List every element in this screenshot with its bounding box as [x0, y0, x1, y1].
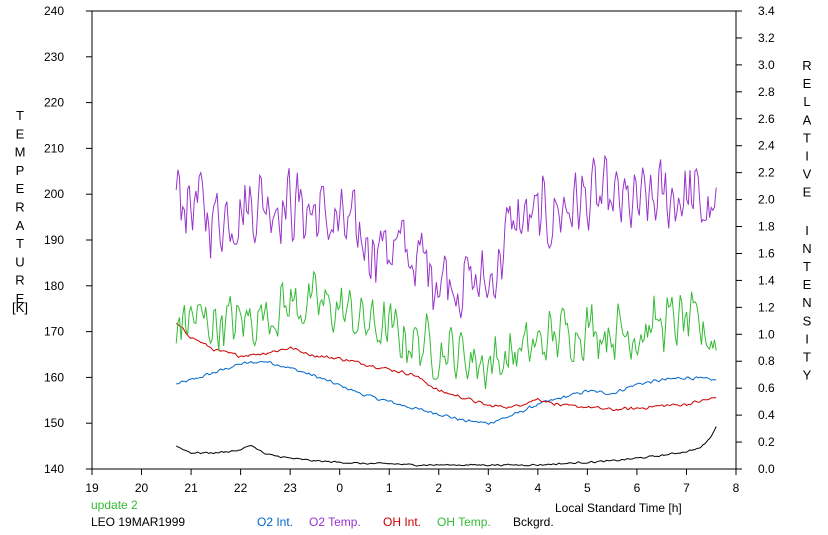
axis-label-letter: R	[15, 273, 24, 288]
left-tick-label: 200	[44, 187, 64, 201]
x-tick-label: 23	[283, 481, 297, 495]
x-tick-label: 4	[535, 481, 542, 495]
right-tick-label: 2.0	[758, 193, 775, 207]
x-tick-label: 8	[733, 481, 740, 495]
right-tick-label: 1.2	[758, 300, 775, 314]
axis-label-letter: S	[803, 313, 812, 328]
right-tick-label: 0.4	[758, 408, 775, 422]
x-tick-label: 5	[584, 481, 591, 495]
legend: O2 Int. O2 Temp. OH Int. OH Temp. Bckgrd.	[257, 515, 554, 529]
right-tick-label: 0.2	[758, 435, 775, 449]
x-tick-label: 7	[683, 481, 690, 495]
x-tick-label: 1	[386, 481, 393, 495]
left-tick-label: 140	[44, 462, 64, 476]
axis-label-letter: L	[803, 94, 810, 109]
left-tick-label: 220	[44, 96, 64, 110]
right-axis-ticks: 0.0 0.2 0.4 0.6 0.8 1.0 1.2 1.4 1.6 1.8 2.0 2.2 2.4 2…	[736, 4, 775, 476]
right-tick-label: 2.2	[758, 166, 775, 180]
x-tick-label: 20	[135, 481, 149, 495]
right-tick-label: 1.8	[758, 220, 775, 234]
axis-label-letter: A	[803, 112, 812, 127]
left-tick-label: 150	[44, 416, 64, 430]
axis-label-letter: E	[803, 185, 812, 200]
axis-label-letter: I	[805, 149, 809, 164]
right-tick-label: 3.4	[758, 4, 775, 18]
right-tick-label: 1.0	[758, 327, 775, 341]
legend-item-o2-int: O2 Int.	[257, 515, 293, 529]
series-line-o2-temp	[175, 154, 717, 319]
series-line-oh-temp	[175, 270, 717, 390]
axis-label-letter: R	[802, 58, 811, 73]
axis-label-letter: E	[803, 277, 812, 292]
x-tick-label: 6	[634, 481, 641, 495]
axis-label-letter: M	[15, 145, 26, 160]
left-tick-label: 180	[44, 279, 64, 293]
status-text: update 2	[91, 498, 138, 512]
left-tick-label: 190	[44, 233, 64, 247]
axis-label-letter: A	[16, 218, 25, 233]
axis-label-letter: R	[15, 200, 24, 215]
left-tick-label: 160	[44, 370, 64, 384]
right-tick-label: 2.8	[758, 85, 775, 99]
axis-label-letter: E	[16, 291, 25, 306]
left-tick-label: 210	[44, 141, 64, 155]
x-tick-label: 0	[336, 481, 343, 495]
right-tick-label: 1.6	[758, 246, 775, 260]
right-tick-label: 3.2	[758, 31, 775, 45]
right-tick-label: 0.8	[758, 354, 775, 368]
axis-label-letter: E	[16, 126, 25, 141]
series-lines	[175, 154, 717, 467]
legend-item-bckgrd: Bckgrd.	[513, 515, 554, 529]
legend-item-o2-temp: O2 Temp.	[309, 515, 361, 529]
x-tick-label: 2	[435, 481, 442, 495]
axis-label-letter: N	[802, 295, 811, 310]
series-line-bckgrd	[175, 426, 717, 467]
series-line-oh-int	[175, 322, 717, 412]
axis-label-letter: V	[803, 167, 812, 182]
axis-label-letter: T	[803, 130, 811, 145]
axis-label-letter: T	[16, 108, 24, 123]
x-tick-label: 3	[485, 481, 492, 495]
axis-label-letter: Y	[803, 368, 812, 383]
station-date-label: LEO 19MAR1999	[91, 515, 185, 529]
legend-item-oh-temp: OH Temp.	[437, 515, 491, 529]
axis-label-letter: E	[16, 181, 25, 196]
axis-label-letter: U	[15, 254, 24, 269]
right-tick-label: 1.4	[758, 273, 775, 287]
plot-frame	[91, 10, 737, 470]
x-tick-label: 19	[85, 481, 99, 495]
right-tick-label: 3.0	[758, 58, 775, 72]
left-axis-ticks: 140 150 160 170 180 190 200 210 220 230 240	[44, 4, 92, 476]
axis-label-letter: E	[803, 76, 812, 91]
axis-label-letter: I	[805, 331, 809, 346]
x-tick-label: 21	[184, 481, 198, 495]
left-tick-label: 170	[44, 325, 64, 339]
right-tick-label: 2.6	[758, 112, 775, 126]
axis-label-letter: N	[802, 241, 811, 256]
axis-label-letter: I	[805, 223, 809, 238]
legend-item-oh-int: OH Int.	[383, 515, 421, 529]
right-tick-label: 2.4	[758, 139, 775, 153]
x-axis-label: Local Standard Time [h]	[555, 501, 682, 515]
axis-label-letter: P	[16, 163, 25, 178]
series-line-o2-int	[176, 360, 717, 425]
right-tick-label: 0.0	[758, 462, 775, 476]
right-tick-label: 0.6	[758, 381, 775, 395]
axis-label-letter: T	[803, 259, 811, 274]
left-tick-label: 240	[44, 4, 64, 18]
left-axis-unit: [K]	[12, 300, 28, 315]
axis-label-letter: T	[803, 350, 811, 365]
x-tick-label: 22	[234, 481, 248, 495]
left-tick-label: 230	[44, 50, 64, 64]
axis-label-letter: T	[16, 236, 24, 251]
bottom-axis-ticks: 19 20 21 22 23 0 1 2 3 4 5 6 7 8	[85, 469, 740, 495]
